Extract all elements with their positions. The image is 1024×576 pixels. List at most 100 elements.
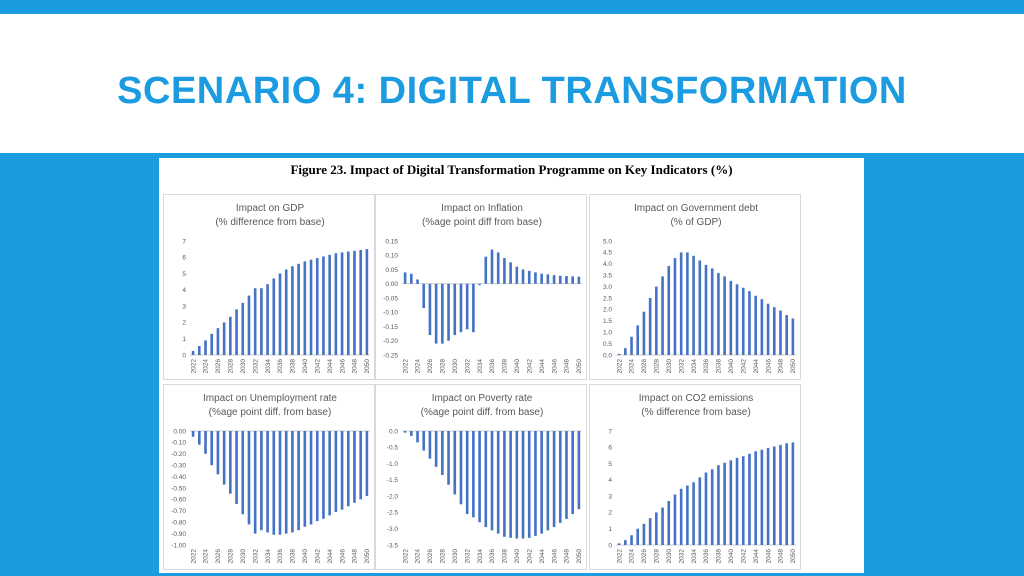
y-tick-label: -0.30 xyxy=(171,463,186,470)
bar xyxy=(679,252,683,355)
x-tick-label: 2048 xyxy=(352,549,359,564)
bar xyxy=(459,283,463,333)
x-tick-label: 2028 xyxy=(228,549,235,564)
bar xyxy=(222,322,226,355)
y-tick-label: 0.10 xyxy=(385,253,398,260)
chart-subtitle: (% difference from base) xyxy=(215,217,324,228)
x-tick-label: 2048 xyxy=(564,549,571,564)
bar xyxy=(515,431,519,539)
bar xyxy=(453,431,457,495)
y-tick-label: -2.5 xyxy=(387,510,399,517)
bar xyxy=(667,501,671,545)
x-tick-label: 2036 xyxy=(489,549,496,564)
y-tick-label: -3.5 xyxy=(387,542,399,549)
bar xyxy=(534,431,537,536)
y-tick-label: -2.0 xyxy=(387,493,399,500)
bar xyxy=(648,298,652,355)
bar xyxy=(741,456,745,545)
bar xyxy=(704,472,708,545)
chart-co2: Impact on CO2 emissions (% difference fro… xyxy=(608,393,797,564)
bar xyxy=(636,528,640,545)
bar xyxy=(565,276,568,284)
chart-subtitle: (%age point diff from base) xyxy=(422,217,542,228)
bar xyxy=(630,336,633,355)
y-tick-label: -0.10 xyxy=(383,310,398,317)
bar xyxy=(309,431,313,525)
y-tick-label: 5.0 xyxy=(603,238,612,245)
bar xyxy=(410,273,413,284)
bar xyxy=(441,431,444,475)
x-tick-label: 2022 xyxy=(616,359,623,374)
bar xyxy=(679,488,683,545)
x-tick-label: 2024 xyxy=(629,549,636,564)
bar xyxy=(571,431,574,515)
bar xyxy=(692,255,695,355)
bar xyxy=(272,278,276,355)
chart-poverty: Impact on Poverty rate (%age point diff. … xyxy=(387,393,583,564)
bar xyxy=(521,269,525,284)
bar xyxy=(235,431,238,504)
bar xyxy=(340,252,344,355)
bar xyxy=(661,507,664,545)
y-tick-label: -0.50 xyxy=(171,485,186,492)
x-tick-label: 2050 xyxy=(364,359,371,374)
bar xyxy=(465,431,469,515)
bar xyxy=(710,469,714,545)
bar xyxy=(515,266,519,284)
chart-panel-inflation: Impact on Inflation (%age point diff from… xyxy=(375,194,587,380)
bar xyxy=(334,431,338,512)
x-tick-label: 2040 xyxy=(302,359,309,374)
y-tick-label: 5 xyxy=(608,461,612,468)
x-tick-label: 2042 xyxy=(314,549,321,564)
y-tick-label: -1.00 xyxy=(171,542,186,549)
x-tick-label: 2024 xyxy=(203,359,210,374)
bar xyxy=(303,431,307,527)
x-tick-label: 2022 xyxy=(190,549,197,564)
y-tick-label: 4 xyxy=(182,287,186,294)
x-tick-label: 2046 xyxy=(551,359,558,374)
x-tick-label: 2038 xyxy=(716,359,723,374)
bar xyxy=(571,276,574,284)
bar xyxy=(434,431,438,467)
bar xyxy=(478,283,481,286)
x-tick-label: 2048 xyxy=(352,359,359,374)
x-tick-label: 2032 xyxy=(678,549,685,564)
bar xyxy=(704,264,708,355)
bar xyxy=(754,451,757,545)
bar xyxy=(422,431,426,451)
bar xyxy=(503,258,506,284)
x-tick-label: 2034 xyxy=(477,359,484,374)
y-tick-label: 3.5 xyxy=(603,273,612,280)
x-tick-label: 2030 xyxy=(452,549,459,564)
bar xyxy=(297,431,300,531)
y-tick-label: 7 xyxy=(182,238,186,245)
x-tick-label: 2026 xyxy=(641,359,648,374)
x-tick-label: 2044 xyxy=(753,359,760,374)
bar xyxy=(546,274,550,284)
chart-panel-co2: Impact on CO2 emissions (% difference fro… xyxy=(589,384,801,570)
chart-subtitle: (%age point diff. from base) xyxy=(209,407,332,418)
chart-title: Impact on Inflation xyxy=(441,203,523,214)
chart-subtitle: (% of GDP) xyxy=(670,217,721,228)
bar xyxy=(315,431,319,522)
x-tick-label: 2042 xyxy=(740,549,747,564)
x-tick-label: 2040 xyxy=(302,549,309,564)
bar xyxy=(661,276,664,355)
y-tick-label: 0 xyxy=(608,542,612,549)
x-tick-label: 2034 xyxy=(477,549,484,564)
bar xyxy=(472,283,475,333)
y-tick-label: 2.5 xyxy=(603,295,612,302)
y-tick-label: 1 xyxy=(182,336,186,343)
bar xyxy=(266,284,269,355)
x-tick-label: 2046 xyxy=(765,549,772,564)
bar xyxy=(577,431,581,510)
y-tick-label: 1 xyxy=(608,526,612,533)
bar xyxy=(741,287,745,355)
x-tick-label: 2036 xyxy=(703,359,710,374)
bar xyxy=(490,249,494,284)
x-tick-label: 2032 xyxy=(464,359,471,374)
chart-title: Impact on CO2 emissions xyxy=(639,393,754,404)
bar xyxy=(686,485,689,545)
y-tick-label: 6 xyxy=(608,445,612,452)
bar xyxy=(527,270,531,284)
